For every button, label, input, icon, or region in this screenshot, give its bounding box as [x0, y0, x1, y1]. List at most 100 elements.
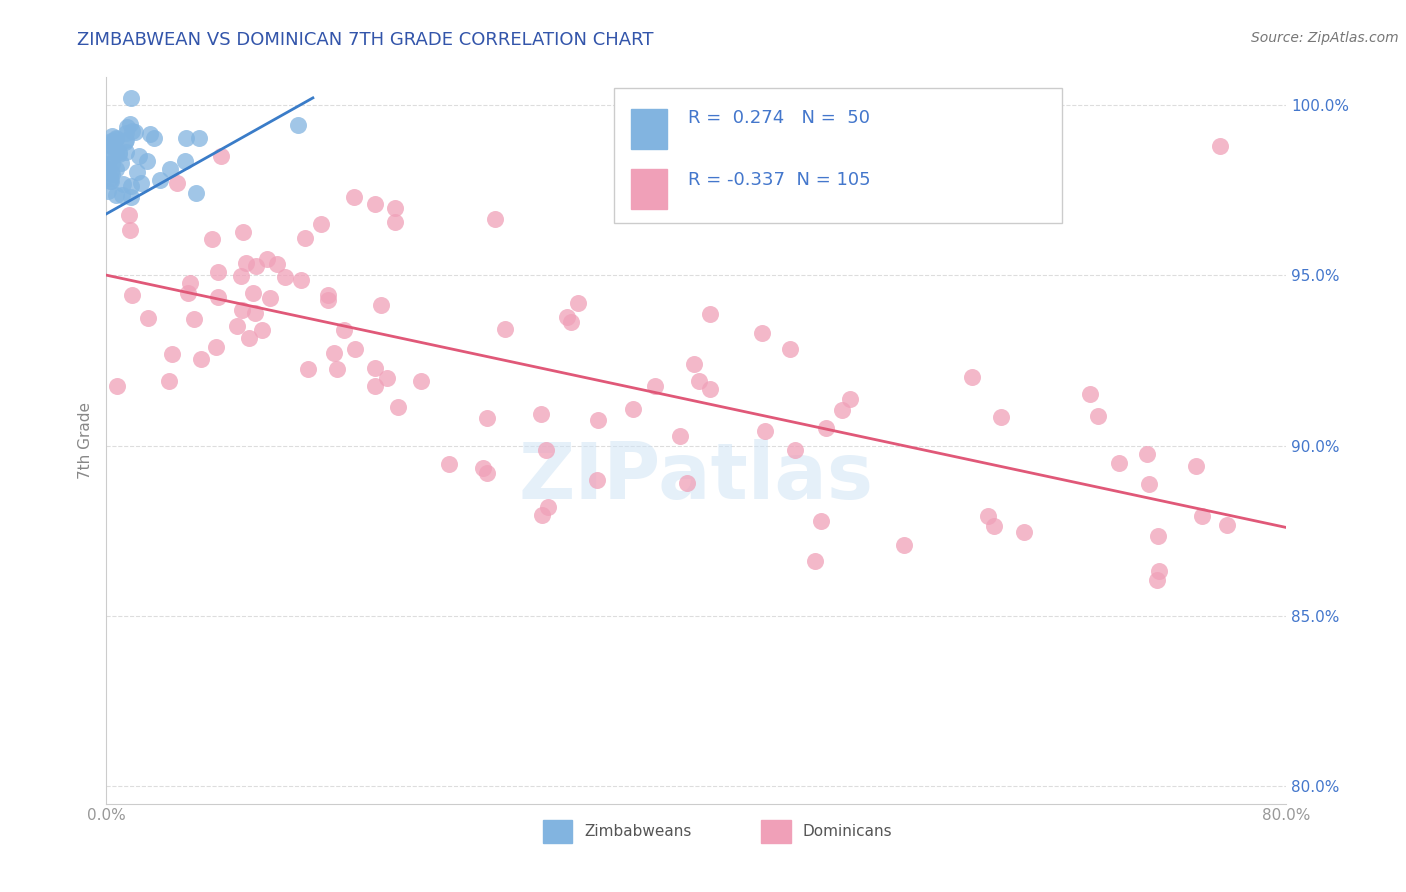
- Point: [256, 252, 278, 267]
- Point: [534, 442, 557, 457]
- Point: [149, 173, 172, 187]
- Point: [623, 401, 645, 416]
- Point: [101, 129, 124, 144]
- Point: [184, 186, 207, 200]
- Point: [287, 118, 309, 132]
- Point: [688, 374, 710, 388]
- Point: [294, 231, 316, 245]
- Point: [207, 290, 229, 304]
- Point: [115, 126, 138, 140]
- Point: [1087, 409, 1109, 423]
- Point: [226, 318, 249, 333]
- Point: [437, 457, 460, 471]
- Point: [586, 474, 609, 488]
- Point: [960, 369, 983, 384]
- Point: [990, 409, 1012, 424]
- Point: [983, 519, 1005, 533]
- Point: [1191, 509, 1213, 524]
- Point: [142, 131, 165, 145]
- Point: [644, 379, 666, 393]
- Point: [110, 156, 132, 170]
- Point: [183, 312, 205, 326]
- Point: [120, 117, 142, 131]
- Point: [804, 554, 827, 568]
- Point: [101, 134, 124, 148]
- Point: [274, 269, 297, 284]
- Point: [471, 461, 494, 475]
- Point: [205, 340, 228, 354]
- Text: R =  0.274   N =  50: R = 0.274 N = 50: [688, 109, 870, 127]
- Point: [232, 225, 254, 239]
- Point: [207, 265, 229, 279]
- Point: [179, 277, 201, 291]
- Point: [250, 323, 273, 337]
- Point: [318, 287, 340, 301]
- Point: [136, 311, 159, 326]
- FancyBboxPatch shape: [613, 88, 1062, 223]
- Point: [1185, 459, 1208, 474]
- Point: [290, 273, 312, 287]
- Point: [105, 146, 128, 161]
- Text: R = -0.337  N = 105: R = -0.337 N = 105: [688, 170, 870, 189]
- Point: [1216, 517, 1239, 532]
- Point: [384, 202, 406, 216]
- Point: [188, 131, 211, 145]
- Point: [814, 421, 837, 435]
- Text: Dominicans: Dominicans: [803, 824, 891, 839]
- Point: [785, 442, 807, 457]
- Point: [238, 331, 260, 345]
- Point: [124, 125, 146, 139]
- Point: [100, 165, 122, 179]
- Point: [98, 171, 121, 186]
- FancyBboxPatch shape: [631, 169, 666, 210]
- Point: [259, 291, 281, 305]
- Point: [699, 382, 721, 396]
- Point: [343, 190, 366, 204]
- Text: ZIPatlas: ZIPatlas: [519, 439, 873, 515]
- Point: [209, 149, 232, 163]
- Point: [676, 476, 699, 491]
- Point: [104, 132, 127, 146]
- Point: [1012, 525, 1035, 540]
- Point: [977, 508, 1000, 523]
- Point: [1149, 564, 1171, 578]
- Point: [1108, 456, 1130, 470]
- Point: [1146, 529, 1168, 543]
- Point: [190, 351, 212, 366]
- Point: [114, 133, 136, 147]
- Point: [893, 538, 915, 552]
- Point: [120, 91, 142, 105]
- Point: [242, 285, 264, 300]
- Point: [100, 134, 122, 148]
- Point: [97, 144, 120, 158]
- Point: [699, 307, 721, 321]
- Point: [108, 147, 131, 161]
- Point: [105, 188, 128, 202]
- Text: Zimbabweans: Zimbabweans: [583, 824, 692, 839]
- Point: [131, 177, 153, 191]
- Point: [201, 232, 224, 246]
- Point: [326, 361, 349, 376]
- Point: [1080, 387, 1102, 401]
- Point: [136, 154, 159, 169]
- Point: [370, 297, 392, 311]
- Point: [120, 222, 142, 236]
- Point: [121, 288, 143, 302]
- Point: [530, 407, 553, 421]
- Point: [560, 315, 582, 329]
- Point: [117, 120, 139, 134]
- Point: [176, 131, 198, 145]
- FancyBboxPatch shape: [543, 821, 572, 844]
- Point: [111, 188, 134, 202]
- Point: [484, 211, 506, 226]
- Point: [1208, 138, 1230, 153]
- Point: [245, 306, 267, 320]
- Point: [751, 326, 773, 341]
- Y-axis label: 7th Grade: 7th Grade: [79, 402, 93, 479]
- Point: [779, 342, 801, 356]
- Point: [97, 161, 120, 176]
- Point: [125, 165, 148, 179]
- Point: [115, 145, 138, 159]
- Point: [364, 379, 387, 393]
- Point: [101, 167, 124, 181]
